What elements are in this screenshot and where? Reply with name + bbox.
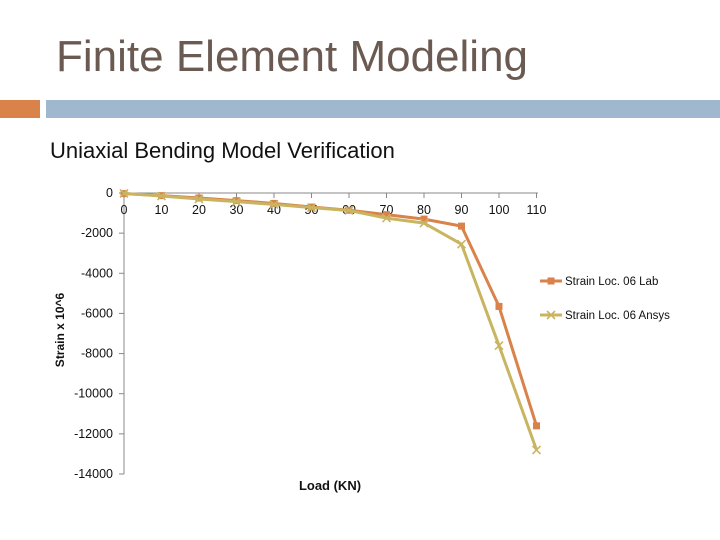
legend-item: Strain Loc. 06 Ansys xyxy=(540,310,670,322)
data-point xyxy=(156,191,167,201)
x-tick-label: 110 xyxy=(527,203,547,217)
marker-stroke xyxy=(344,205,354,216)
marker-stroke xyxy=(269,199,279,210)
y-tick-label: -8000 xyxy=(81,347,113,361)
marker-stroke xyxy=(156,191,167,201)
marker-stroke xyxy=(531,445,542,455)
series-group xyxy=(119,188,542,455)
legend-marker xyxy=(547,277,555,285)
marker-stroke xyxy=(456,239,467,249)
x-tick-label: 20 xyxy=(192,203,206,217)
marker-stroke xyxy=(231,197,242,207)
data-point xyxy=(495,302,503,310)
legend-label: Strain Loc. 06 Ansys xyxy=(565,310,670,322)
x-tick-label: 90 xyxy=(455,203,469,217)
y-tick-label: -10000 xyxy=(74,387,113,401)
marker-stroke xyxy=(419,218,429,228)
data-point xyxy=(494,340,504,351)
data-point xyxy=(383,211,390,219)
data-point xyxy=(344,205,354,216)
legend-marker xyxy=(546,310,556,320)
legend-item: Strain Loc. 06 Lab xyxy=(540,276,658,288)
y-tick-label: -6000 xyxy=(81,306,113,320)
series-2 xyxy=(119,188,542,455)
x-tick-label: 100 xyxy=(489,203,510,217)
y-tick-label: -2000 xyxy=(81,226,113,240)
data-point xyxy=(533,422,540,430)
slide-subtitle: Uniaxial Bending Model Verification xyxy=(50,138,395,163)
marker-stroke xyxy=(494,340,504,351)
chart-axes xyxy=(119,192,538,475)
series-line xyxy=(123,191,538,451)
y-axis-label: Strain x 10^6 xyxy=(53,292,67,367)
series-line xyxy=(123,192,538,427)
x-tick-label: 10 xyxy=(155,203,169,217)
data-point xyxy=(119,188,129,198)
x-axis-label: Load (KN) xyxy=(299,478,361,493)
legend: Strain Loc. 06 Lab Strain Loc. 06 Ansys xyxy=(540,276,670,322)
legend-label: Strain Loc. 06 Lab xyxy=(565,276,658,288)
data-point xyxy=(420,215,428,223)
series-1 xyxy=(120,190,540,430)
x-tick-label: 80 xyxy=(417,203,431,217)
y-tick-label: -14000 xyxy=(74,467,113,481)
slide-title: Finite Element Modeling xyxy=(56,32,529,81)
data-point xyxy=(456,239,467,249)
data-point xyxy=(419,218,429,228)
marker-stroke xyxy=(306,203,317,213)
x-tick-label: 0 xyxy=(121,203,128,217)
marker-stroke xyxy=(119,188,129,198)
data-point xyxy=(381,213,392,223)
x-tick-label: 30 xyxy=(230,203,244,217)
header-bar xyxy=(46,100,720,118)
data-point xyxy=(231,197,242,207)
y-tick-labels: 0 -2000 -4000 -6000 -8000 -10000 -12000 -14000 xyxy=(74,186,113,481)
marker-stroke xyxy=(381,213,392,223)
data-point xyxy=(194,194,204,204)
data-point xyxy=(269,199,279,210)
accent-bar xyxy=(0,100,40,118)
data-point xyxy=(458,222,465,230)
marker-stroke xyxy=(194,194,204,204)
y-tick-label: -4000 xyxy=(81,266,113,280)
y-tick-label: 0 xyxy=(106,186,113,200)
y-tick-label: -12000 xyxy=(74,427,113,441)
data-point xyxy=(306,203,317,213)
data-point xyxy=(531,445,542,455)
